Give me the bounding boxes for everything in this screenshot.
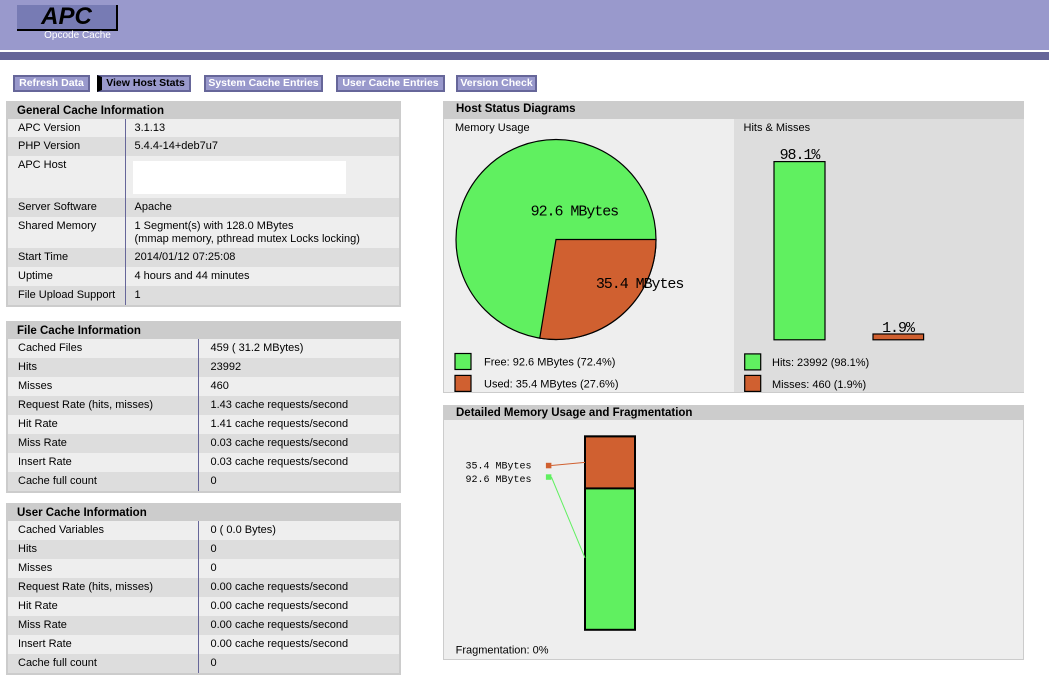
svg-text:Misses: 460 (1.9%): Misses: 460 (1.9%)	[772, 379, 866, 391]
svg-text:Hits: 23992 (98.1%): Hits: 23992 (98.1%)	[772, 357, 869, 369]
svg-text:1.9%: 1.9%	[882, 320, 916, 337]
svg-text:Hits & Misses: Hits & Misses	[744, 122, 811, 134]
svg-text:92.6 MBytes: 92.6 MBytes	[465, 475, 531, 486]
svg-text:Memory Usage: Memory Usage	[455, 122, 530, 134]
svg-text:35.4 MBytes: 35.4 MBytes	[596, 276, 684, 293]
svg-text:Used: 35.4 MBytes (27.6%): Used: 35.4 MBytes (27.6%)	[484, 378, 619, 390]
svg-text:Fragmentation: 0%: Fragmentation: 0%	[456, 645, 549, 657]
svg-text:35.4 MBytes: 35.4 MBytes	[465, 462, 531, 473]
svg-text:98.1%: 98.1%	[780, 147, 822, 164]
svg-text:Free: 92.6 MBytes (72.4%): Free: 92.6 MBytes (72.4%)	[484, 357, 615, 369]
svg-text:92.6 MBytes: 92.6 MBytes	[531, 203, 619, 220]
